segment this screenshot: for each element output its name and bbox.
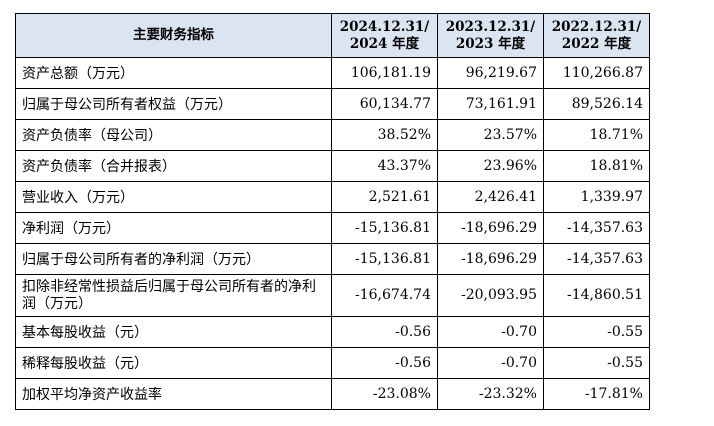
header-col-2023-date: 2023.12.31/: [445, 18, 536, 35]
header-col-2022-date: 2022.12.31/: [551, 18, 642, 35]
header-col-2024-year: 2024 年度: [349, 35, 420, 52]
cell-value: -15,136.81: [331, 243, 438, 275]
cell-value: 2,521.61: [331, 181, 438, 213]
header-metric: 主要财务指标: [15, 13, 332, 58]
header-col-2022-year: 2022 年度: [561, 35, 632, 52]
cell-value: -0.55: [543, 347, 650, 379]
table-row: 加权平均净资产收益率 -23.08% -23.32% -17.81%: [15, 378, 650, 410]
cell-value: 89,526.14: [543, 88, 650, 120]
row-label: 资产负债率（母公司）: [15, 119, 332, 151]
table-row: 归属于母公司所有者权益（万元） 60,134.77 73,161.91 89,5…: [15, 88, 650, 120]
row-label: 净利润（万元）: [15, 212, 332, 244]
cell-value: -0.56: [331, 347, 438, 379]
table-header-row: 主要财务指标 2024.12.31/ 2024 年度 2023.12.31/ 2…: [15, 13, 650, 58]
table-row: 资产负债率（母公司） 38.52% 23.57% 18.71%: [15, 119, 650, 151]
cell-value: 38.52%: [331, 119, 438, 151]
cell-value: 73,161.91: [437, 88, 544, 120]
table-row: 营业收入（万元） 2,521.61 2,426.41 1,339.97: [15, 181, 650, 213]
table-row: 基本每股收益（元） -0.56 -0.70 -0.55: [15, 316, 650, 348]
row-label: 归属于母公司所有者的净利润（万元）: [15, 243, 332, 275]
cell-value: -20,093.95: [437, 274, 544, 317]
cell-value: 2,426.41: [437, 181, 544, 213]
header-col-2023: 2023.12.31/ 2023 年度: [437, 13, 544, 58]
cell-value: -23.08%: [331, 378, 438, 410]
header-col-2023-year: 2023 年度: [455, 35, 526, 52]
header-col-2024-date: 2024.12.31/: [339, 18, 430, 35]
row-label: 扣除非经常性损益后归属于母公司所有者的净利润（万元）: [15, 274, 332, 317]
cell-value: -15,136.81: [331, 212, 438, 244]
row-label: 加权平均净资产收益率: [15, 378, 332, 410]
financial-indicators-table: 主要财务指标 2024.12.31/ 2024 年度 2023.12.31/ 2…: [15, 13, 650, 410]
table-row: 扣除非经常性损益后归属于母公司所有者的净利润（万元） -16,674.74 -2…: [15, 274, 650, 317]
row-label: 资产总额（万元）: [15, 57, 332, 89]
financial-table-container: 主要财务指标 2024.12.31/ 2024 年度 2023.12.31/ 2…: [15, 13, 650, 410]
cell-value: -23.32%: [437, 378, 544, 410]
cell-value: -16,674.74: [331, 274, 438, 317]
row-label: 基本每股收益（元）: [15, 316, 332, 348]
table-row: 资产负债率（合并报表） 43.37% 23.96% 18.81%: [15, 150, 650, 182]
cell-value: -18,696.29: [437, 212, 544, 244]
table-row: 归属于母公司所有者的净利润（万元） -15,136.81 -18,696.29 …: [15, 243, 650, 275]
header-col-2022: 2022.12.31/ 2022 年度: [543, 13, 650, 58]
header-col-2024: 2024.12.31/ 2024 年度: [331, 13, 438, 58]
cell-value: -14,860.51: [543, 274, 650, 317]
cell-value: -14,357.63: [543, 243, 650, 275]
row-label: 归属于母公司所有者权益（万元）: [15, 88, 332, 120]
table-row: 净利润（万元） -15,136.81 -18,696.29 -14,357.63: [15, 212, 650, 244]
row-label: 资产负债率（合并报表）: [15, 150, 332, 182]
cell-value: -0.55: [543, 316, 650, 348]
cell-value: 1,339.97: [543, 181, 650, 213]
row-label: 稀释每股收益（元）: [15, 347, 332, 379]
cell-value: -17.81%: [543, 378, 650, 410]
cell-value: 110,266.87: [543, 57, 650, 89]
table-row: 稀释每股收益（元） -0.56 -0.70 -0.55: [15, 347, 650, 379]
cell-value: 60,134.77: [331, 88, 438, 120]
cell-value: 18.81%: [543, 150, 650, 182]
cell-value: 96,219.67: [437, 57, 544, 89]
table-row: 资产总额（万元） 106,181.19 96,219.67 110,266.87: [15, 57, 650, 89]
cell-value: 18.71%: [543, 119, 650, 151]
cell-value: -18,696.29: [437, 243, 544, 275]
cell-value: 43.37%: [331, 150, 438, 182]
row-label: 营业收入（万元）: [15, 181, 332, 213]
cell-value: 106,181.19: [331, 57, 438, 89]
cell-value: -0.56: [331, 316, 438, 348]
cell-value: -14,357.63: [543, 212, 650, 244]
cell-value: -0.70: [437, 347, 544, 379]
cell-value: 23.57%: [437, 119, 544, 151]
cell-value: 23.96%: [437, 150, 544, 182]
cell-value: -0.70: [437, 316, 544, 348]
